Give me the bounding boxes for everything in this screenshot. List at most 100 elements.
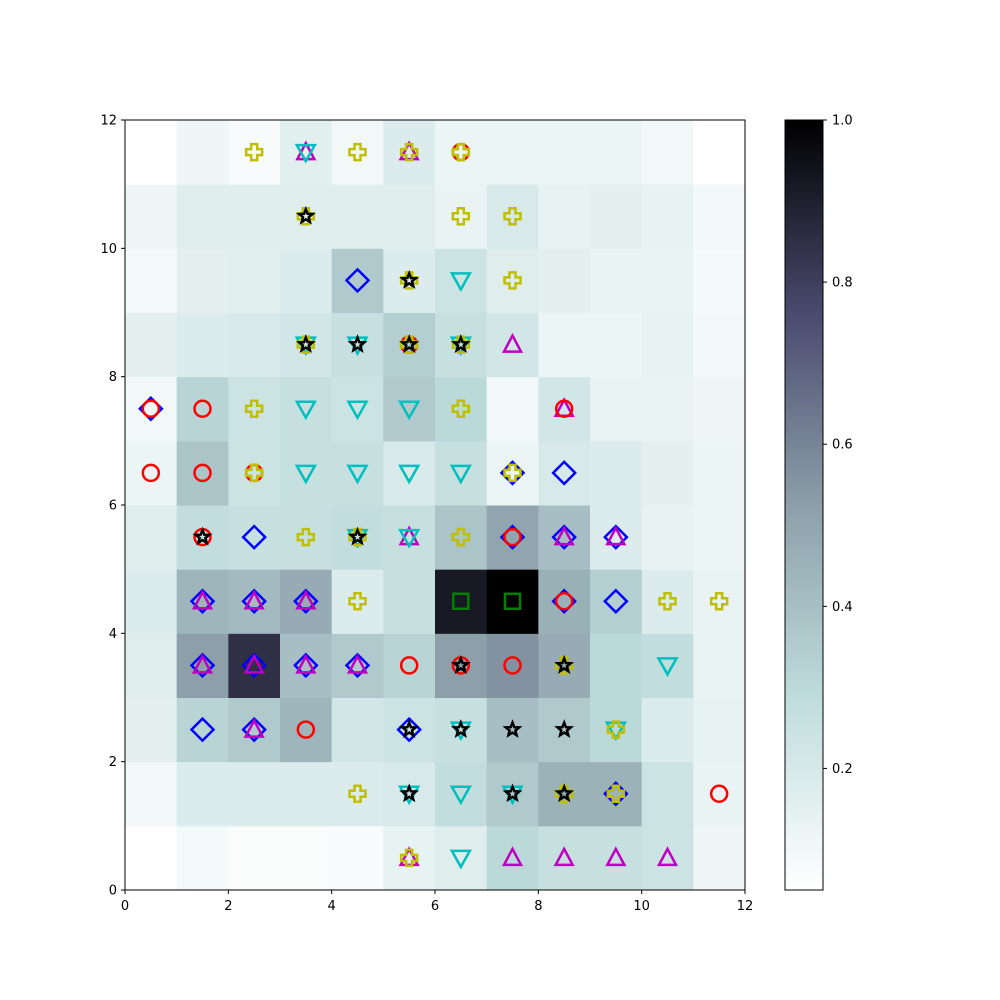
cross-marker	[399, 848, 419, 868]
triangle-down-marker	[398, 400, 421, 421]
x-tick-label: 0	[121, 899, 129, 914]
heatmap-cell	[486, 440, 539, 506]
triangle-down-marker	[346, 400, 369, 421]
heatmap-cell	[641, 505, 694, 570]
triangle-up-marker	[553, 846, 575, 867]
heatmap-cell	[176, 761, 229, 827]
heatmap-cell	[486, 248, 539, 313]
cross-marker	[296, 527, 316, 547]
heatmap-cell	[435, 633, 488, 698]
diamond-marker	[551, 524, 577, 550]
heatmap-cell	[228, 505, 281, 570]
diamond-marker	[241, 524, 267, 550]
heatmap-cell	[383, 312, 436, 378]
heatmap-cell	[590, 248, 643, 313]
heatmap-cell	[693, 248, 746, 313]
heatmap-cell	[590, 633, 643, 698]
heatmap-cell	[280, 761, 333, 827]
heatmap-cell	[590, 376, 643, 442]
diamond-marker	[293, 588, 319, 615]
heatmap-cell	[176, 569, 229, 634]
heatmap-cell	[590, 184, 643, 249]
cross-marker	[606, 720, 626, 739]
heatmap-cell	[228, 248, 281, 313]
heatmap-cell	[590, 761, 643, 827]
heatmap-cell	[590, 569, 643, 634]
heatmap-cell	[228, 376, 281, 442]
heatmap-cell	[176, 312, 229, 378]
heatmap-cell	[331, 440, 384, 506]
diamond-marker	[344, 652, 371, 679]
heatmap-cell	[331, 569, 384, 634]
colorbar-axis: 0.2 0.4 0.6 0.8 1.0	[823, 114, 853, 777]
heatmap-cell	[125, 697, 178, 763]
diamond-marker	[344, 267, 371, 294]
heatmap-cell	[176, 440, 229, 506]
heatmap-cell	[125, 825, 178, 891]
x-tick-label: 4	[328, 899, 336, 914]
triangle-down-marker	[449, 785, 472, 806]
star-marker	[450, 654, 471, 674]
heatmap-cell	[280, 633, 333, 698]
heatmap-cell	[176, 248, 229, 313]
square-marker	[503, 592, 522, 610]
heatmap-cell	[641, 697, 694, 763]
cross-marker	[451, 207, 471, 226]
heatmap-cell	[641, 761, 694, 827]
heatmap-cell	[486, 312, 539, 378]
diamond-marker	[603, 524, 629, 550]
heatmap-cell	[538, 825, 591, 891]
heatmap-cell	[176, 825, 229, 891]
heatmap-cell	[331, 248, 384, 313]
cross-marker	[451, 399, 471, 418]
triangle-up-marker	[605, 525, 627, 546]
heatmap-cell	[331, 120, 384, 185]
diamond-marker	[551, 460, 577, 486]
x-tick-label: 8	[534, 899, 542, 914]
heatmap-cell	[693, 120, 746, 185]
heatmap-cell	[176, 376, 229, 442]
heatmap-cell	[693, 376, 746, 442]
heatmap-cell	[590, 312, 643, 378]
heatmap-cell	[486, 505, 539, 570]
heatmap-cell	[331, 376, 384, 442]
cross-marker	[451, 142, 471, 162]
colorbar	[784, 119, 824, 891]
heatmap-cell	[383, 569, 436, 634]
heatmap-cell	[538, 505, 591, 570]
star-marker	[399, 334, 420, 353]
square-marker	[452, 592, 470, 610]
triangle-up-marker	[295, 653, 317, 674]
cross-marker	[244, 142, 264, 162]
heatmap-cell	[331, 761, 384, 827]
diamond-marker	[603, 588, 629, 615]
diamond-marker	[293, 652, 319, 679]
cross-marker	[348, 592, 367, 611]
heatmap-cell	[280, 697, 333, 763]
star-marker	[295, 334, 316, 353]
triangle-up-marker	[501, 332, 524, 353]
heatmap-cell	[486, 697, 539, 763]
heatmap-cell	[641, 825, 694, 891]
heatmap-cell	[228, 120, 281, 185]
star-marker	[450, 719, 471, 738]
heatmap-cell	[125, 248, 178, 313]
star-marker	[399, 719, 420, 738]
circle-marker	[709, 784, 729, 803]
heatmap-cell	[486, 376, 539, 442]
heatmap-cell	[693, 569, 746, 634]
heatmap-cell	[538, 120, 591, 185]
heatmap-cell	[486, 825, 539, 891]
y-tick-label: 0	[109, 884, 117, 899]
x-tick-label: 12	[737, 899, 754, 914]
colorbar-tick-label: 1.0	[832, 114, 853, 129]
heatmap-cell	[538, 697, 591, 763]
heatmap-cell	[693, 825, 746, 891]
cross-marker	[244, 463, 264, 483]
heatmap-cell	[383, 825, 436, 891]
diamond-marker	[189, 716, 216, 743]
cross-marker	[451, 527, 471, 547]
heatmap-cell	[486, 761, 539, 827]
heatmap-cell	[125, 376, 178, 442]
